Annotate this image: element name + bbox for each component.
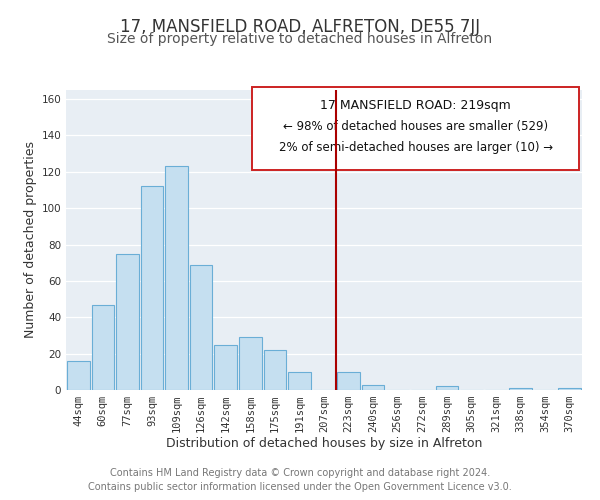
Bar xyxy=(436,386,458,390)
Text: ← 98% of detached houses are smaller (529): ← 98% of detached houses are smaller (52… xyxy=(283,120,548,132)
Bar xyxy=(92,304,114,390)
FancyBboxPatch shape xyxy=(252,87,580,170)
Bar xyxy=(559,388,581,390)
Y-axis label: Number of detached properties: Number of detached properties xyxy=(24,142,37,338)
Bar xyxy=(288,372,311,390)
Bar xyxy=(214,344,237,390)
Text: 2% of semi-detached houses are larger (10) →: 2% of semi-detached houses are larger (1… xyxy=(278,140,553,153)
Text: Size of property relative to detached houses in Alfreton: Size of property relative to detached ho… xyxy=(107,32,493,46)
Bar xyxy=(362,384,385,390)
Text: Contains public sector information licensed under the Open Government Licence v3: Contains public sector information licen… xyxy=(88,482,512,492)
Bar xyxy=(165,166,188,390)
Bar xyxy=(140,186,163,390)
Bar xyxy=(337,372,360,390)
Bar xyxy=(263,350,286,390)
Text: 17 MANSFIELD ROAD: 219sqm: 17 MANSFIELD ROAD: 219sqm xyxy=(320,98,511,112)
Text: Contains HM Land Registry data © Crown copyright and database right 2024.: Contains HM Land Registry data © Crown c… xyxy=(110,468,490,477)
Bar xyxy=(190,264,212,390)
X-axis label: Distribution of detached houses by size in Alfreton: Distribution of detached houses by size … xyxy=(166,436,482,450)
Text: 17, MANSFIELD ROAD, ALFRETON, DE55 7JJ: 17, MANSFIELD ROAD, ALFRETON, DE55 7JJ xyxy=(120,18,480,36)
Bar xyxy=(509,388,532,390)
Bar xyxy=(239,338,262,390)
Bar xyxy=(67,361,89,390)
Bar xyxy=(116,254,139,390)
